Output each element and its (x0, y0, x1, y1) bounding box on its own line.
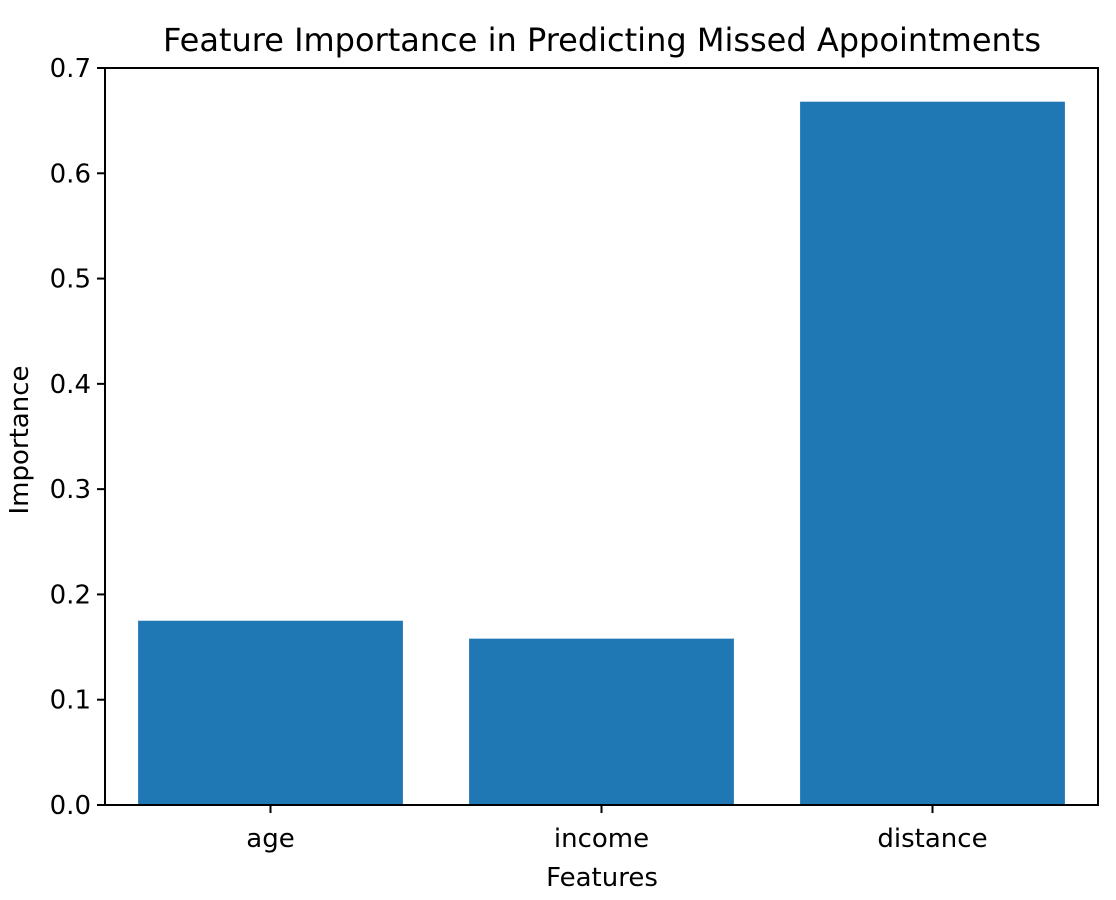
y-axis-label: Importance (5, 366, 35, 515)
bar-income (469, 638, 734, 805)
y-axis-ticks: 0.0 0.1 0.2 0.3 0.4 0.5 0.6 0.7 (50, 54, 105, 821)
x-tick-label: distance (877, 824, 987, 854)
y-tick-label: 0.7 (50, 54, 91, 84)
x-axis-ticks: age income distance (246, 805, 988, 854)
y-tick-label: 0.1 (50, 686, 91, 716)
chart-title: Feature Importance in Predicting Missed … (163, 21, 1041, 59)
y-tick-label: 0.2 (50, 580, 91, 610)
y-tick-label: 0.5 (50, 265, 91, 295)
x-tick-label: age (246, 824, 294, 854)
x-tick-label: income (554, 824, 649, 854)
y-tick-label: 0.3 (50, 475, 91, 505)
x-axis-label: Features (546, 863, 658, 893)
bars-group (138, 101, 1065, 806)
y-tick-label: 0.6 (50, 159, 91, 189)
y-tick-label: 0.4 (50, 370, 91, 400)
plot-frame (104, 67, 1099, 806)
y-tick-label: 0.0 (50, 791, 91, 821)
bar-distance (800, 101, 1065, 806)
bar-age (138, 620, 403, 805)
